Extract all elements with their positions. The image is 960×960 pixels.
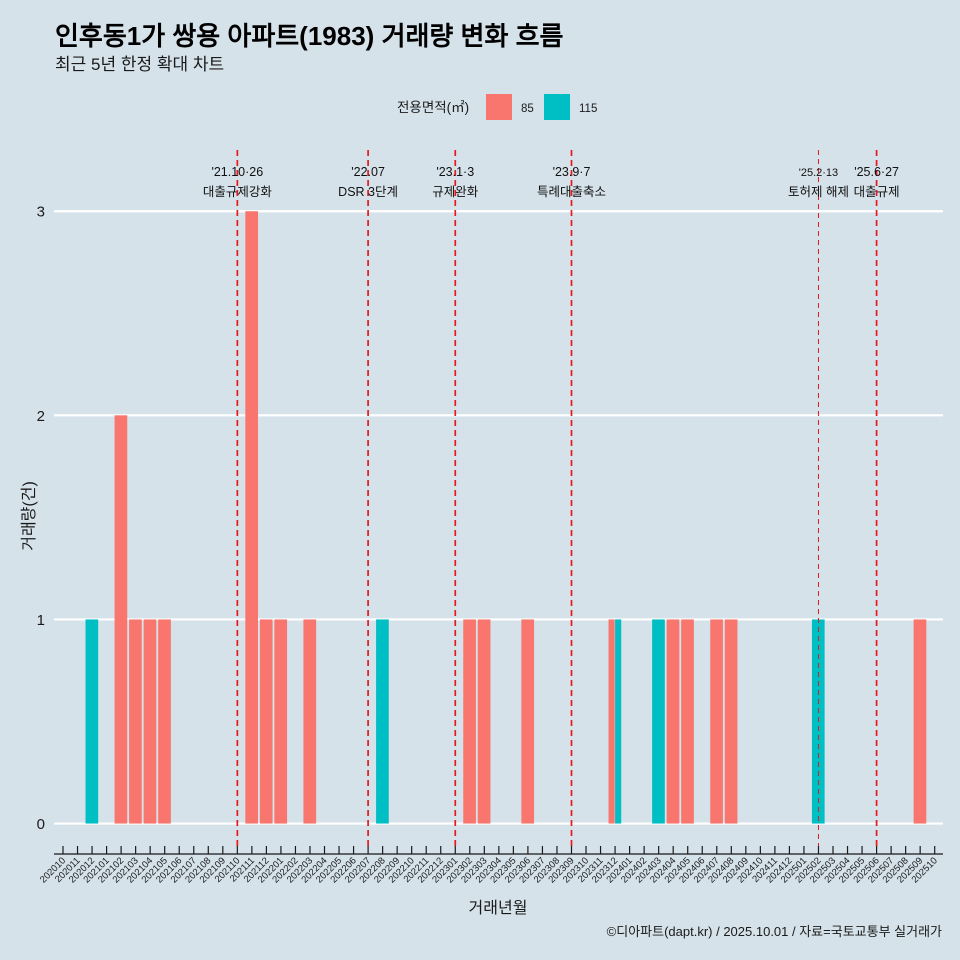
bar-202103-85 [129, 619, 142, 824]
bar-202302-85 [463, 619, 476, 824]
bar-202203-85 [303, 619, 317, 824]
bar-202112-85 [259, 619, 273, 824]
y-tick-label: 0 [37, 816, 45, 833]
y-tick-label: 3 [37, 204, 45, 221]
event-date-label: '23.9·7 [553, 165, 591, 179]
bar-202407-85 [710, 619, 723, 824]
legend-key-85 [486, 94, 512, 120]
bar-202306-85 [521, 619, 535, 824]
x-axis-title: 거래년월 [469, 899, 528, 917]
event-date-label: '25.6·27 [854, 165, 899, 179]
x-axis-tick-labels: 2020102020112020122021012021022021032021… [38, 855, 940, 885]
bar-202509-85 [913, 619, 927, 824]
bar-202102-85 [114, 415, 128, 824]
y-axis-title: 거래량(건) [20, 481, 38, 551]
event-date-label: '25.2·13 [799, 167, 838, 179]
bar-202111-85 [245, 211, 259, 824]
bar-202408-85 [724, 619, 738, 824]
event-annotations: '21.10·26 대출규제강화 '22.07 DSR 3단계 '23.1·3 규제완화 '… [203, 165, 900, 199]
bar-202405-85 [681, 619, 694, 824]
bar-202012-115 [85, 619, 99, 824]
chart-title: 인후동1가 쌍용 아파트(1983) 거래량 변화 흐름 [55, 21, 564, 51]
y-tick-label: 1 [37, 612, 45, 629]
chart-subtitle: 최근 5년 한정 확대 차트 [55, 55, 224, 74]
bars [85, 211, 927, 824]
event-name-label: 규제완화 [432, 185, 479, 199]
x-axis-ticks [62, 846, 936, 854]
legend-label-85: 85 [521, 103, 534, 115]
legend: 전용면적(㎡) 85 115 [397, 94, 597, 120]
event-lines [236, 150, 878, 846]
bar-202312-115 [615, 619, 622, 824]
bar-202403-115 [652, 619, 665, 824]
bar-202208-115 [376, 619, 389, 824]
event-name-label: 토허제 해제 [788, 185, 849, 199]
footer-credit: ©디아파트(dapt.kr) / 2025.10.01 / 자료=국토교통부 실… [607, 924, 942, 939]
y-axis-tick-labels: 0 1 2 3 [37, 204, 45, 833]
event-date-label: '21.10·26 [211, 165, 263, 179]
gridlines [54, 210, 943, 825]
bar-202303-85 [477, 619, 491, 824]
event-name-label: DSR 3단계 [338, 185, 398, 199]
legend-label-115: 115 [579, 103, 597, 115]
bar-202312-85 [608, 619, 615, 824]
event-name-label: 대출규제 [854, 185, 900, 199]
bar-202105-85 [158, 619, 171, 824]
event-date-label: '23.1·3 [436, 165, 474, 179]
event-name-label: 대출규제강화 [203, 185, 273, 199]
legend-key-115 [544, 94, 570, 120]
event-date-label: '22.07 [351, 165, 385, 179]
bar-202404-85 [666, 619, 680, 824]
event-name-label: 특례대출축소 [537, 185, 606, 199]
y-tick-label: 2 [37, 408, 45, 425]
bar-202104-85 [143, 619, 157, 824]
legend-title: 전용면적(㎡) [397, 100, 469, 115]
bar-202201-85 [274, 619, 288, 824]
